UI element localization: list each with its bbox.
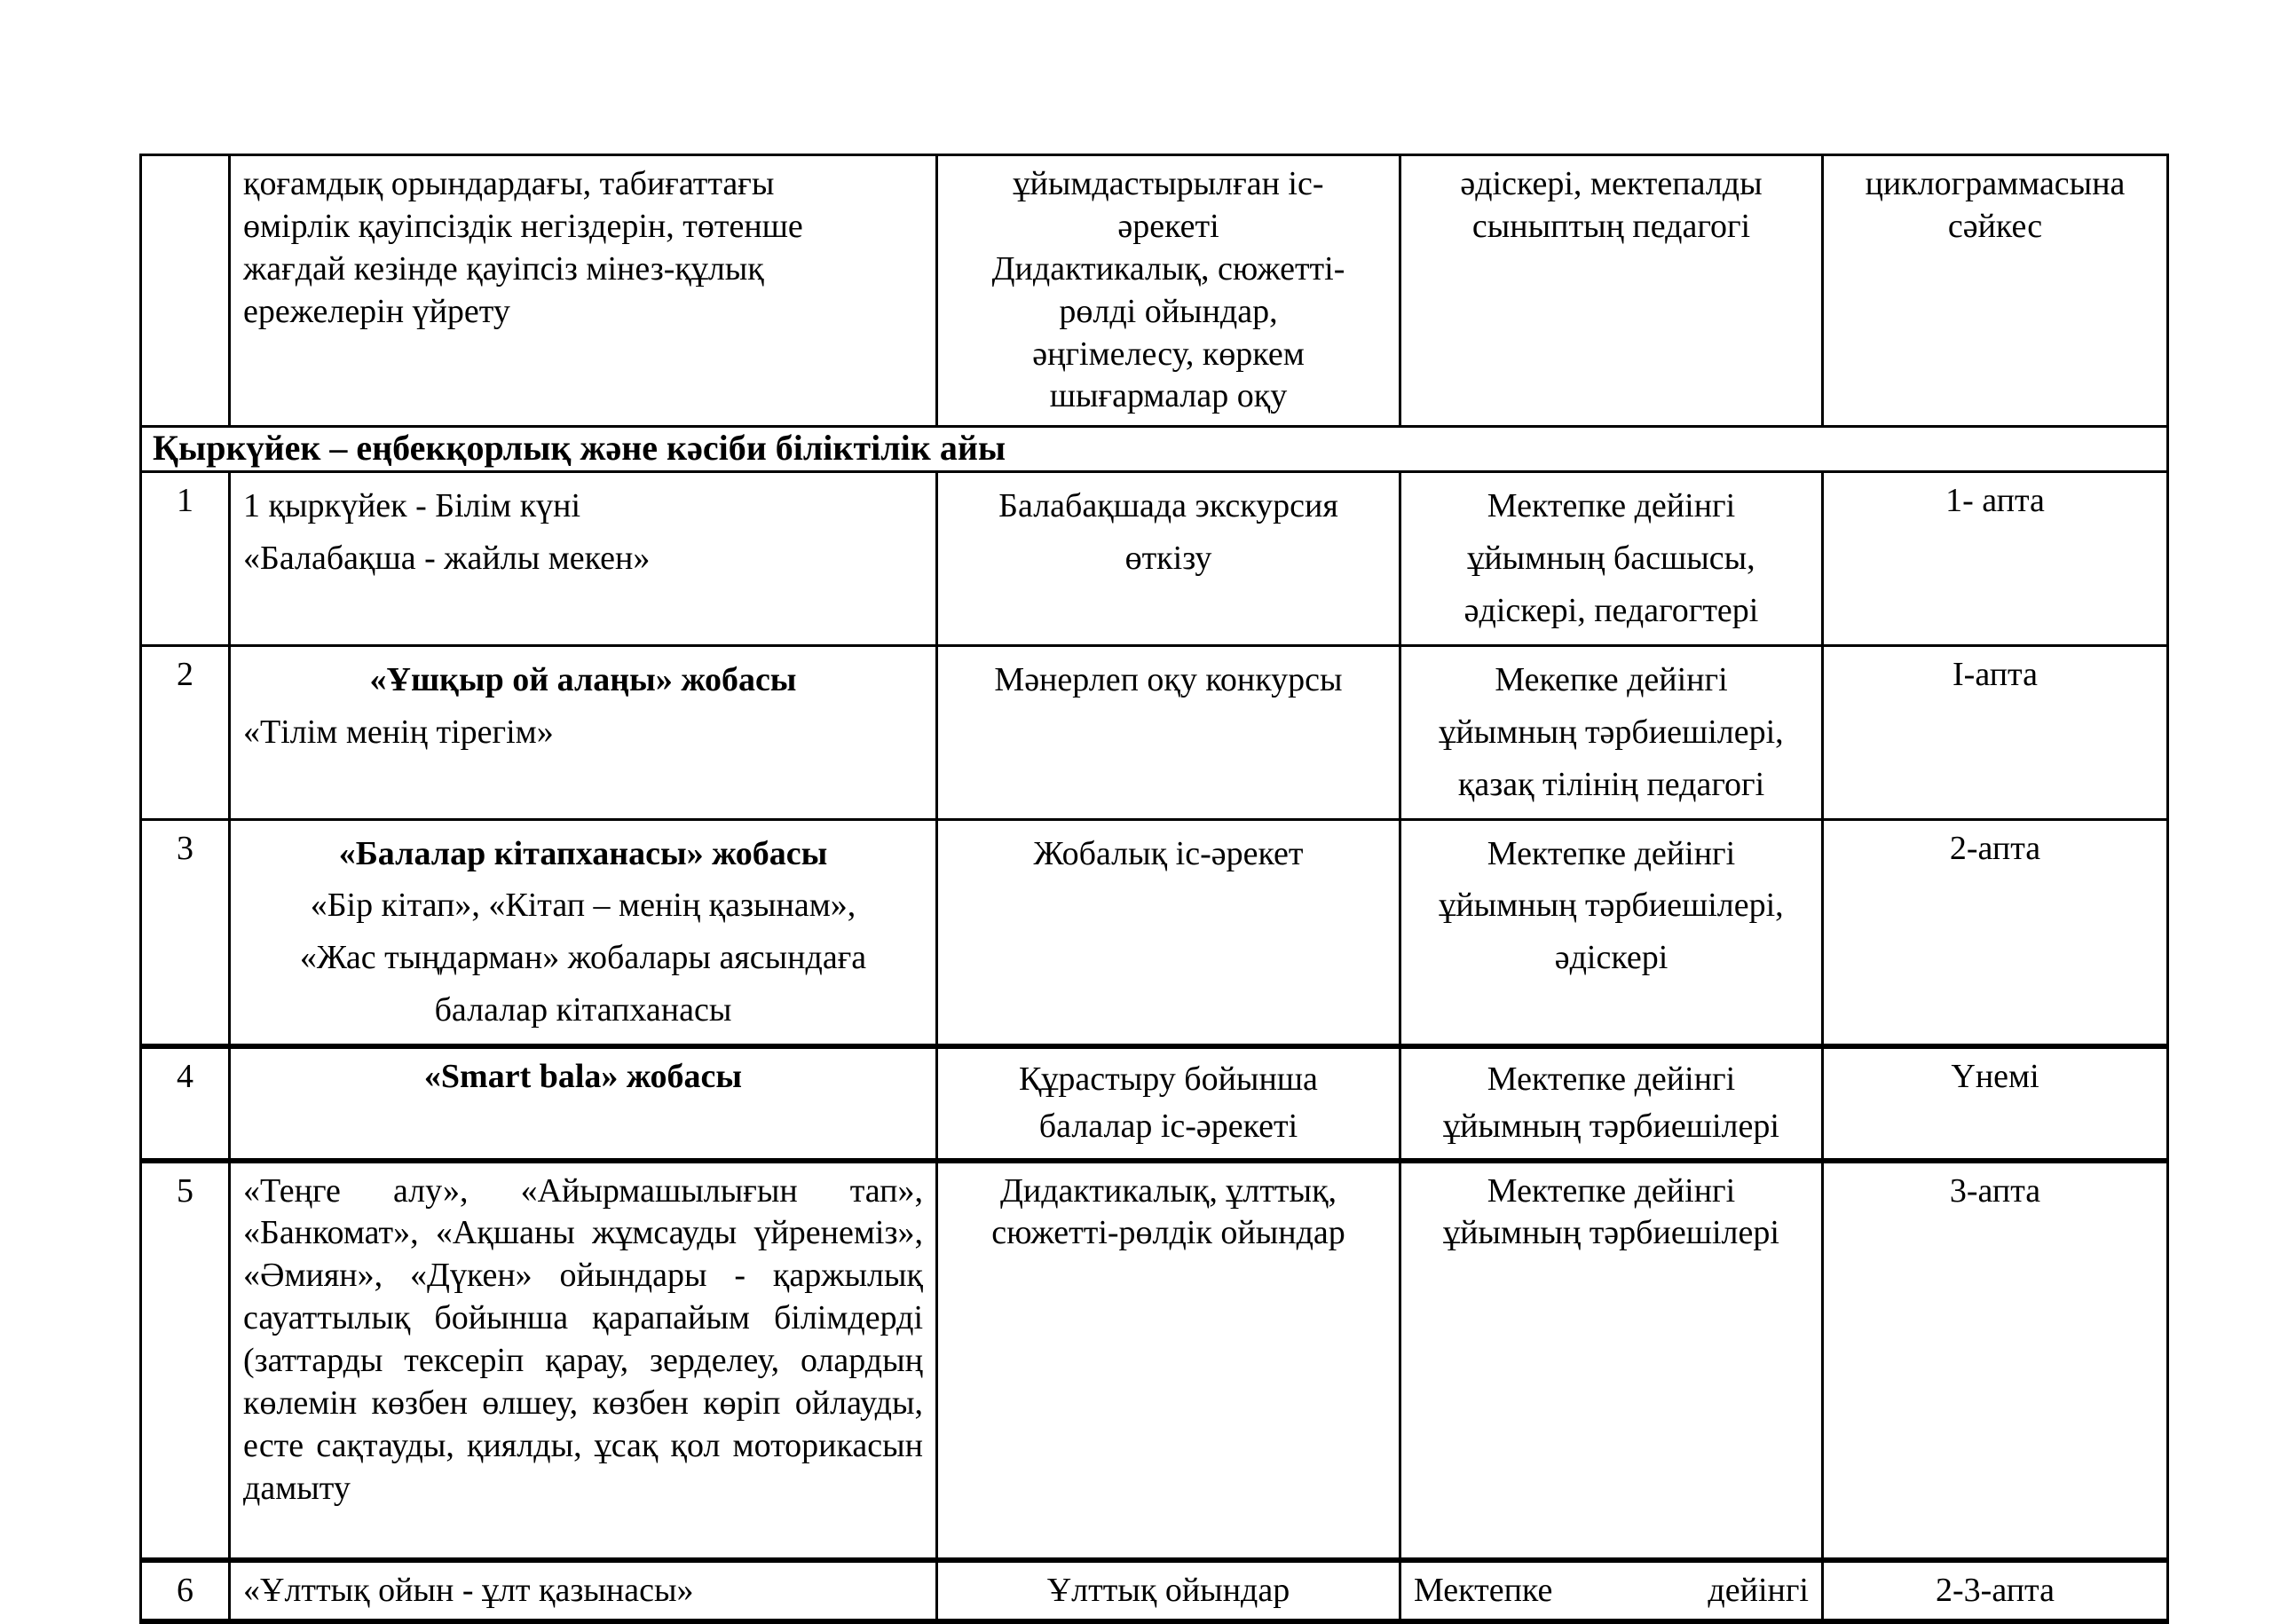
row-number-cell: 6 [139, 1557, 231, 1624]
term-text: циклограммасына сәйкес [1865, 165, 2126, 245]
activity-text: Ұлттық ойындар [1046, 1571, 1290, 1609]
term-cell: циклограммасына сәйкес [1821, 153, 2169, 429]
responsible-text: әдіскері, мектепалды сыныптың педагогі [1460, 165, 1763, 245]
term-cell: 1- апта [1821, 470, 2169, 647]
activity-cell: Ұлттық ойындар [935, 1557, 1401, 1624]
row-number-cell: 5 [139, 1157, 231, 1562]
term-text: І-апта [1952, 655, 2038, 693]
responsible-text: Мектепке дейінгі ұйымның тәрбиешілері, ә… [1439, 834, 1784, 977]
term-cell: 2-3-апта [1821, 1557, 2169, 1624]
term-text: 1- апта [1945, 482, 2045, 520]
activity-text: ұйымдастырылған іс- әрекеті Дидактикалық… [991, 165, 1345, 415]
activity-cell: Құрастыру бойынша балалар іс-әрекеті [935, 1044, 1401, 1163]
project-title: «Балалар кітапханасы» жобасы [338, 834, 828, 872]
responsible-text: Мекепке дейінгі ұйымның тәрбиешілері, қа… [1439, 660, 1784, 803]
responsible-cell: әдіскері, мектепалды сыныптың педагогі [1399, 153, 1824, 429]
content-text: «Теңге алу», «Айырмашылығын тап», «Банко… [243, 1171, 923, 1507]
project-title: «Smart bala» жобасы [423, 1058, 743, 1096]
table-row: 1 1 қыркүйек - Білім күні «Балабақша - ж… [139, 470, 2169, 647]
activity-cell: Мәнерлеп оқу конкурсы [935, 643, 1401, 821]
table-row: 3 «Балалар кітапханасы» жобасы «Бір кіта… [139, 817, 2169, 1048]
activity-text: Мәнерлеп оқу конкурсы [994, 660, 1343, 698]
term-cell: 3-апта [1821, 1157, 2169, 1562]
term-cell: 2-апта [1821, 817, 2169, 1048]
responsible-cell: Мектепке дейінгі ұйымның басшысы, әдіске… [1399, 470, 1824, 647]
content-cell: «Ұшқыр ой алаңы» жобасы «Тілім менің тір… [228, 643, 938, 821]
responsible-text: Мектепке дейінгі ұйымның тәрбиешілері [1443, 1060, 1779, 1146]
table-row-carryover: қоғамдық орындардағы, табиғаттағы өмірлі… [139, 153, 2169, 429]
monthly-plan-table: қоғамдық орындардағы, табиғаттағы өмірлі… [139, 153, 2169, 1624]
row-number-cell: 3 [139, 817, 231, 1048]
table-row: 4 «Smart bala» жобасы Құрастыру бойынша … [139, 1044, 2169, 1163]
content-text: «Тілім менің тірегім» [243, 713, 554, 751]
project-title: «Ұшқыр ой алаңы» жобасы [369, 660, 797, 698]
table-row: 2 «Ұшқыр ой алаңы» жобасы «Тілім менің т… [139, 643, 2169, 821]
activity-cell: Балабақшада экскурсия өткізу [935, 470, 1401, 647]
responsible-cell: Мектепке дейінгі ұйымның тәрбиешілері [1399, 1157, 1824, 1562]
term-cell: Үнемі [1821, 1044, 2169, 1163]
content-cell: «Теңге алу», «Айырмашылығын тап», «Банко… [228, 1157, 938, 1562]
content-cell: 1 қыркүйек - Білім күні «Балабақша - жай… [228, 470, 938, 647]
content-cell: «Ұлттық ойын - ұлт қазынасы» [228, 1557, 938, 1624]
content-cell: қоғамдық орындардағы, табиғаттағы өмірлі… [228, 153, 938, 429]
activity-cell: Жобалық іс-әрекет [935, 817, 1401, 1048]
responsible-cell: Мектепке дейінгі ұйымның тәрбиешілері [1399, 1044, 1824, 1163]
term-text: Үнемі [1951, 1058, 2039, 1096]
document-page: қоғамдық орындардағы, табиғаттағы өмірлі… [139, 153, 2169, 1624]
term-cell: І-апта [1821, 643, 2169, 821]
content-text: «Бір кітап», «Кітап – менің қазынам», «Ж… [299, 887, 867, 1029]
content-text: 1 қыркүйек - Білім күні «Балабақша - жай… [243, 487, 651, 578]
responsible-text: Мектепке дейінгі [1414, 1571, 1809, 1609]
section-header-row: Қыркүйек – еңбекқорлық және кәсіби білік… [139, 425, 2169, 474]
content-cell: «Smart bala» жобасы [228, 1044, 938, 1163]
content-text: қоғамдық орындардағы, табиғаттағы өмірлі… [243, 165, 803, 330]
responsible-cell: Мектепке дейінгі ұйымның тәрбиешілері, ә… [1399, 817, 1824, 1048]
table-row: 6 «Ұлттық ойын - ұлт қазынасы» Ұлттық ой… [139, 1557, 2169, 1624]
activity-text: Жобалық іс-әрекет [1033, 834, 1304, 872]
term-text: 3-апта [1949, 1171, 2041, 1210]
section-header-cell: Қыркүйек – еңбекқорлық және кәсіби білік… [139, 425, 2169, 474]
responsible-text: Мектепке дейінгі ұйымның тәрбиешілері [1443, 1171, 1779, 1252]
term-text: 2-апта [1949, 829, 2041, 867]
responsible-text: Мектепке дейінгі ұйымның басшысы, әдіске… [1463, 487, 1759, 630]
activity-cell: Дидактикалық, ұлттық, сюжетті-рөлдік ойы… [935, 1157, 1401, 1562]
row-number-cell: 1 [139, 470, 231, 647]
content-text: «Ұлттық ойын - ұлт қазынасы» [243, 1571, 694, 1609]
row-number-cell [139, 153, 231, 429]
responsible-cell: Мектепке дейінгі [1399, 1557, 1824, 1624]
row-number-cell: 2 [139, 643, 231, 821]
term-text: 2-3-апта [1936, 1571, 2055, 1609]
table-row: 5 «Теңге алу», «Айырмашылығын тап», «Бан… [139, 1157, 2169, 1562]
activity-text: Балабақшада экскурсия өткізу [998, 487, 1338, 578]
section-title: Қыркүйек – еңбекқорлық және кәсіби білік… [153, 428, 1006, 469]
content-cell: «Балалар кітапханасы» жобасы «Бір кітап»… [228, 817, 938, 1048]
activity-text: Дидактикалық, ұлттық, сюжетті-рөлдік ойы… [991, 1171, 1345, 1252]
responsible-cell: Мекепке дейінгі ұйымның тәрбиешілері, қа… [1399, 643, 1824, 821]
row-number-cell: 4 [139, 1044, 231, 1163]
activity-text: Құрастыру бойынша балалар іс-әрекеті [1019, 1060, 1318, 1146]
activity-cell: ұйымдастырылған іс- әрекеті Дидактикалық… [935, 153, 1401, 429]
